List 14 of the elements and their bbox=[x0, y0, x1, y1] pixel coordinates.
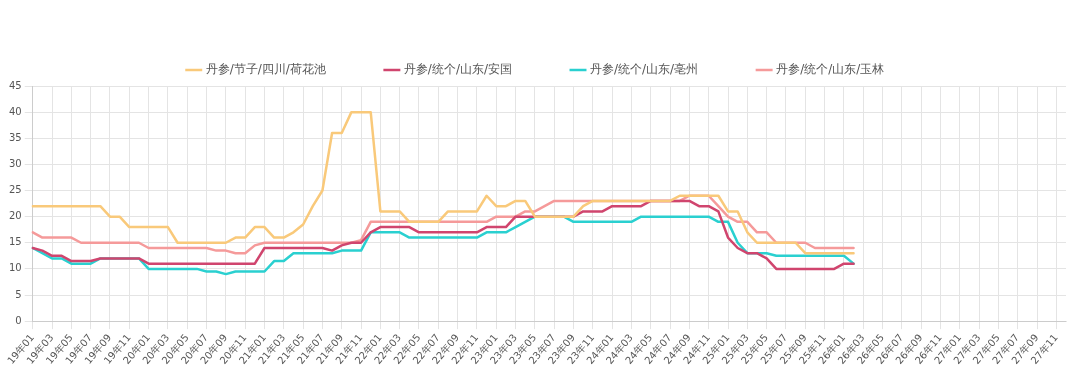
y-tick-label: 15 bbox=[8, 236, 22, 248]
y-tick-label: 20 bbox=[8, 210, 22, 222]
y-tick-label: 35 bbox=[8, 131, 22, 143]
y-tick-label: 40 bbox=[8, 105, 22, 117]
y-tick-label: 0 bbox=[15, 314, 22, 326]
y-tick-label: 25 bbox=[8, 184, 22, 196]
y-tick-label: 30 bbox=[8, 157, 22, 169]
y-tick-label: 45 bbox=[8, 79, 22, 91]
y-tick-label: 5 bbox=[15, 288, 22, 300]
legend-label: 丹参/统个/山东/安国 bbox=[403, 62, 513, 77]
legend-label: 丹参/统个/山东/亳州 bbox=[590, 62, 699, 77]
legend-label: 丹参/节子/四川/荷花池 bbox=[205, 62, 326, 77]
y-tick-label: 10 bbox=[8, 262, 22, 274]
legend-label: 丹参/统个/山东/玉林 bbox=[776, 62, 885, 77]
